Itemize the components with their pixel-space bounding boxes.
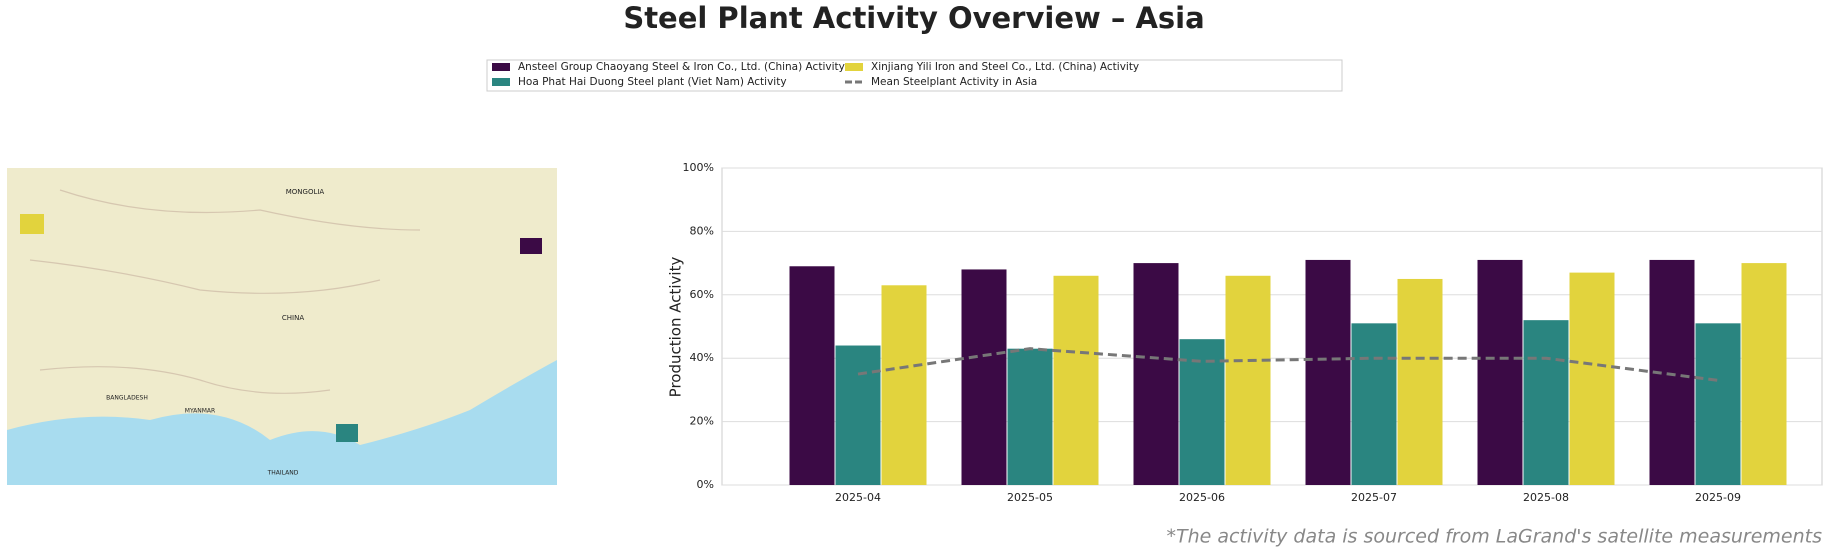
map-label: THAILAND	[267, 470, 299, 477]
bar	[1007, 348, 1053, 485]
y-tick-label: 60%	[690, 288, 714, 301]
legend-label: Xinjiang Yili Iron and Steel Co., Ltd. (…	[871, 61, 1139, 73]
mean-line	[857, 347, 1719, 382]
legend-box	[486, 59, 1343, 92]
y-tick-label: 0%	[697, 478, 714, 491]
x-tick-label: 2025-07	[1351, 491, 1397, 504]
legend-swatch	[492, 63, 510, 71]
y-tick-label: 100%	[683, 161, 714, 174]
x-tick-label: 2025-05	[1007, 491, 1053, 504]
legend-label: Ansteel Group Chaoyang Steel & Iron Co.,…	[518, 61, 845, 73]
y-axis-label: Production Activity	[667, 257, 685, 398]
bar	[1741, 263, 1787, 485]
bar	[1225, 275, 1271, 485]
bar	[1133, 263, 1179, 485]
x-tick-label: 2025-06	[1179, 491, 1225, 504]
map	[7, 168, 557, 485]
y-tick-label: 20%	[690, 415, 714, 428]
x-tick-label: 2025-09	[1695, 491, 1741, 504]
bar	[1477, 259, 1523, 485]
bar	[961, 269, 1007, 485]
map-label: MONGOLIA	[286, 188, 325, 196]
map-border	[29, 189, 421, 394]
map-sea	[7, 360, 557, 485]
chart-title: Steel Plant Activity Overview – Asia	[623, 1, 1204, 35]
bar	[881, 285, 927, 485]
plant-icon	[520, 238, 542, 254]
x-tick-label: 2025-08	[1523, 491, 1569, 504]
map-label: MYANMAR	[185, 408, 215, 415]
bar	[835, 345, 881, 485]
legend-swatch	[845, 63, 863, 71]
bar	[1523, 320, 1569, 485]
legend-swatch	[492, 78, 510, 86]
bar	[1351, 323, 1397, 485]
y-tick-label: 80%	[690, 224, 714, 237]
legend-label: Mean Steelplant Activity in Asia	[871, 76, 1037, 88]
y-tick-label: 40%	[690, 351, 714, 364]
bar	[1397, 278, 1443, 485]
bar	[789, 266, 835, 485]
bar	[1695, 323, 1741, 485]
plant-icon	[336, 424, 358, 442]
legend-label: Hoa Phat Hai Duong Steel plant (Viet Nam…	[518, 76, 787, 88]
bar	[1053, 275, 1099, 485]
bar	[1179, 339, 1225, 485]
footnote: *The activity data is sourced from LaGra…	[1166, 526, 1822, 548]
plant-icon	[20, 214, 44, 234]
map-label: CHINA	[282, 314, 304, 322]
map-label: BANGLADESH	[106, 395, 148, 402]
bar	[1305, 259, 1351, 485]
bar	[1569, 272, 1615, 485]
x-tick-label: 2025-04	[835, 491, 881, 504]
